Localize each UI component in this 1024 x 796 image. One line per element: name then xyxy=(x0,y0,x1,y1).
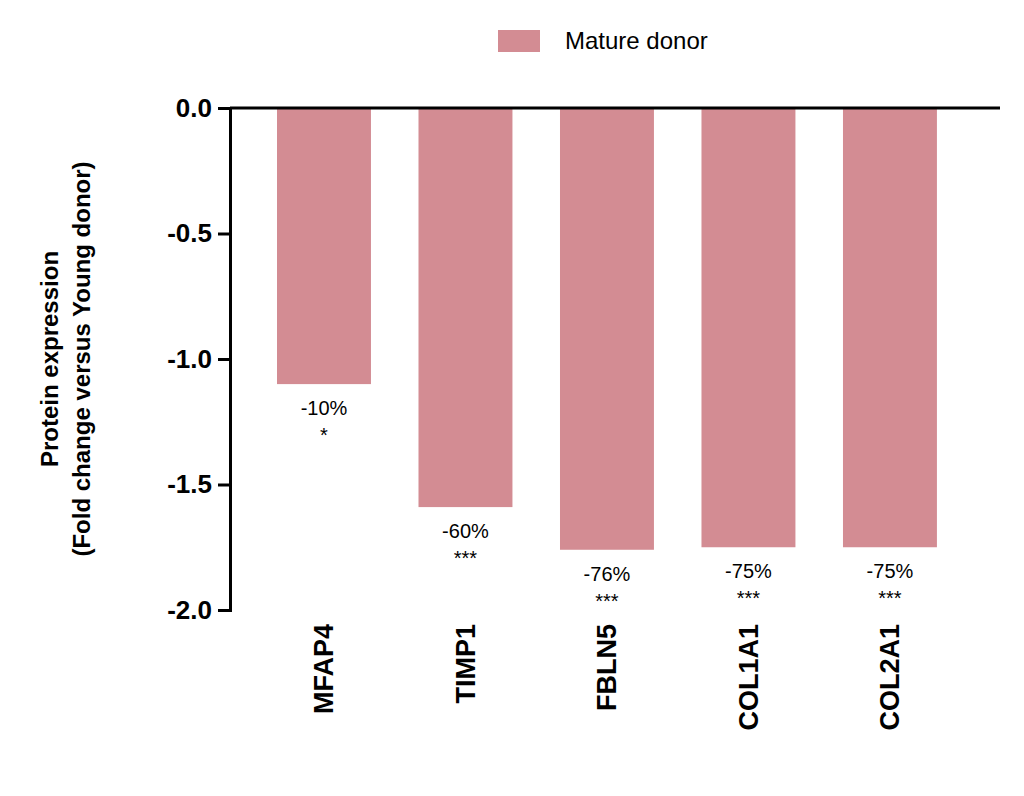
annotation-percent: -75% xyxy=(867,560,914,582)
x-tick: COL2A1 xyxy=(875,624,905,731)
x-tick-label: MFAP4 xyxy=(309,624,339,714)
x-tick-label: COL1A1 xyxy=(734,624,764,731)
y-tick-mark xyxy=(218,358,230,361)
annotation-significance: *** xyxy=(737,587,761,609)
annotation-percent: -60% xyxy=(442,520,489,542)
y-tick-label: -1.0 xyxy=(167,344,212,374)
y-axis-title-line: (Fold change versus Young donor) xyxy=(68,161,95,556)
annotation-percent: -10% xyxy=(301,397,348,419)
y-axis: 0.0 -0.5 -1.0 -1.5 -2.0 xyxy=(167,93,230,625)
zero-line xyxy=(230,107,1000,110)
annotation-percent: -76% xyxy=(584,563,631,585)
y-tick-mark xyxy=(218,484,230,487)
legend-label: Mature donor xyxy=(565,27,708,54)
x-tick: TIMP1 xyxy=(451,624,481,704)
legend: Mature donor xyxy=(498,27,708,54)
bar xyxy=(560,108,654,550)
chart: 0.0 -0.5 -1.0 -1.5 -2.0 MFAP4 TIMP1 FBLN5 COL1A1… xyxy=(0,0,1024,796)
y-tick: -1.5 xyxy=(167,469,230,499)
y-tick: -2.0 xyxy=(167,595,230,625)
y-tick-label: 0.0 xyxy=(176,93,212,123)
annotation-percent: -75% xyxy=(725,560,772,582)
x-tick: COL1A1 xyxy=(734,624,764,731)
annotation-significance: *** xyxy=(878,587,902,609)
x-tick-label: TIMP1 xyxy=(451,624,481,704)
annotation-significance: *** xyxy=(454,547,478,569)
x-tick-label: FBLN5 xyxy=(592,624,622,711)
y-tick-label: -1.5 xyxy=(167,469,212,499)
bar xyxy=(418,108,512,507)
x-tick-label: COL2A1 xyxy=(875,624,905,731)
bar xyxy=(277,108,371,384)
y-tick: -0.5 xyxy=(167,218,230,248)
annotation-significance: *** xyxy=(595,590,619,612)
annotation-significance: * xyxy=(320,424,328,446)
x-axis: MFAP4 TIMP1 FBLN5 COL1A1 COL2A1 xyxy=(309,624,905,731)
y-axis-title: Protein expression(Fold change versus Yo… xyxy=(36,161,95,556)
x-tick: FBLN5 xyxy=(592,624,622,711)
y-tick-label: -2.0 xyxy=(167,595,212,625)
bar xyxy=(701,108,795,547)
bar xyxy=(843,108,937,547)
y-axis-title-line: Protein expression xyxy=(36,251,63,467)
bars xyxy=(277,108,937,550)
y-axis-line xyxy=(218,109,231,611)
y-tick: -1.0 xyxy=(167,344,230,374)
y-tick-label: -0.5 xyxy=(167,218,212,248)
y-tick-mark xyxy=(218,233,230,236)
legend-swatch xyxy=(498,30,540,52)
y-tick: 0.0 xyxy=(176,93,230,123)
y-tick-mark xyxy=(218,107,230,110)
annotations: -10% * -60% *** -76% *** -75% *** -75% *** xyxy=(301,397,914,612)
y-tick-mark xyxy=(218,609,230,612)
x-tick: MFAP4 xyxy=(309,624,339,714)
